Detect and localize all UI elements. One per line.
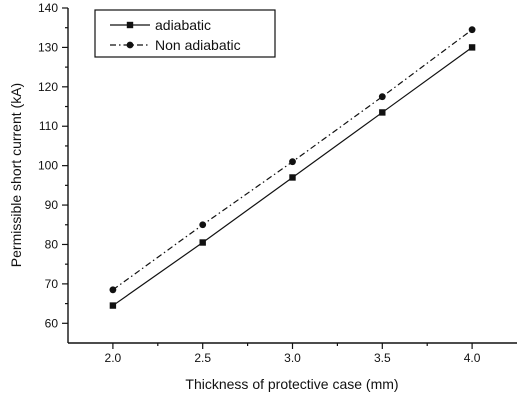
non-adiabatic-data-point bbox=[109, 286, 117, 294]
y-tick-label: 140 bbox=[38, 1, 58, 15]
adiabatic-data-point bbox=[289, 174, 296, 181]
adiabatic-data-point bbox=[468, 44, 476, 51]
x-tick-label: 3.5 bbox=[374, 351, 391, 365]
adiabatic-data-point bbox=[109, 302, 117, 309]
non-adiabatic-series bbox=[109, 26, 476, 294]
x-tick-label: 2.5 bbox=[194, 351, 211, 365]
x-tick-label: 2.0 bbox=[105, 351, 122, 365]
adiabatic-series bbox=[109, 44, 476, 309]
legend-box bbox=[94, 9, 276, 58]
adiabatic-data-point bbox=[199, 239, 206, 246]
y-tick-label: 60 bbox=[45, 316, 59, 330]
legend-entry-non-adiabatic: Non adiabatic bbox=[110, 37, 241, 53]
y-tick-label: 80 bbox=[45, 237, 59, 251]
series-layer bbox=[109, 26, 476, 309]
legend-label-adiabatic: adiabatic bbox=[155, 17, 211, 33]
legend-circle-marker bbox=[126, 41, 134, 49]
y-tick-label: 110 bbox=[39, 119, 58, 133]
x-tick-label: 4.0 bbox=[464, 351, 481, 365]
y-tick-label: 70 bbox=[45, 277, 59, 291]
legend-entry-adiabatic: adiabatic bbox=[110, 17, 211, 33]
y-axis-title: Permissible short current (kA) bbox=[8, 83, 24, 267]
non-adiabatic-data-point bbox=[289, 158, 296, 166]
adiabatic-data-point bbox=[379, 109, 386, 116]
y-tick-label: 90 bbox=[45, 198, 59, 212]
non-adiabatic-data-point bbox=[199, 221, 207, 229]
non-adiabatic-data-point bbox=[468, 26, 476, 34]
x-tick-label: 3.0 bbox=[284, 351, 301, 365]
legend: adiabatic Non adiabatic bbox=[94, 9, 276, 58]
y-tick-label: 120 bbox=[38, 80, 58, 94]
x-axis-title: Thickness of protective case (mm) bbox=[185, 376, 398, 392]
non-adiabatic-data-point bbox=[378, 93, 386, 101]
legend-label-non-adiabatic: Non adiabatic bbox=[155, 37, 241, 53]
y-tick-label: 100 bbox=[38, 159, 58, 173]
ticks: 2.0 2.5 3.0 3.5 4.0 60 70 80 90 100 110 120 130 140 bbox=[38, 1, 481, 365]
y-tick-label: 130 bbox=[38, 40, 58, 54]
legend-square-marker bbox=[126, 21, 134, 29]
